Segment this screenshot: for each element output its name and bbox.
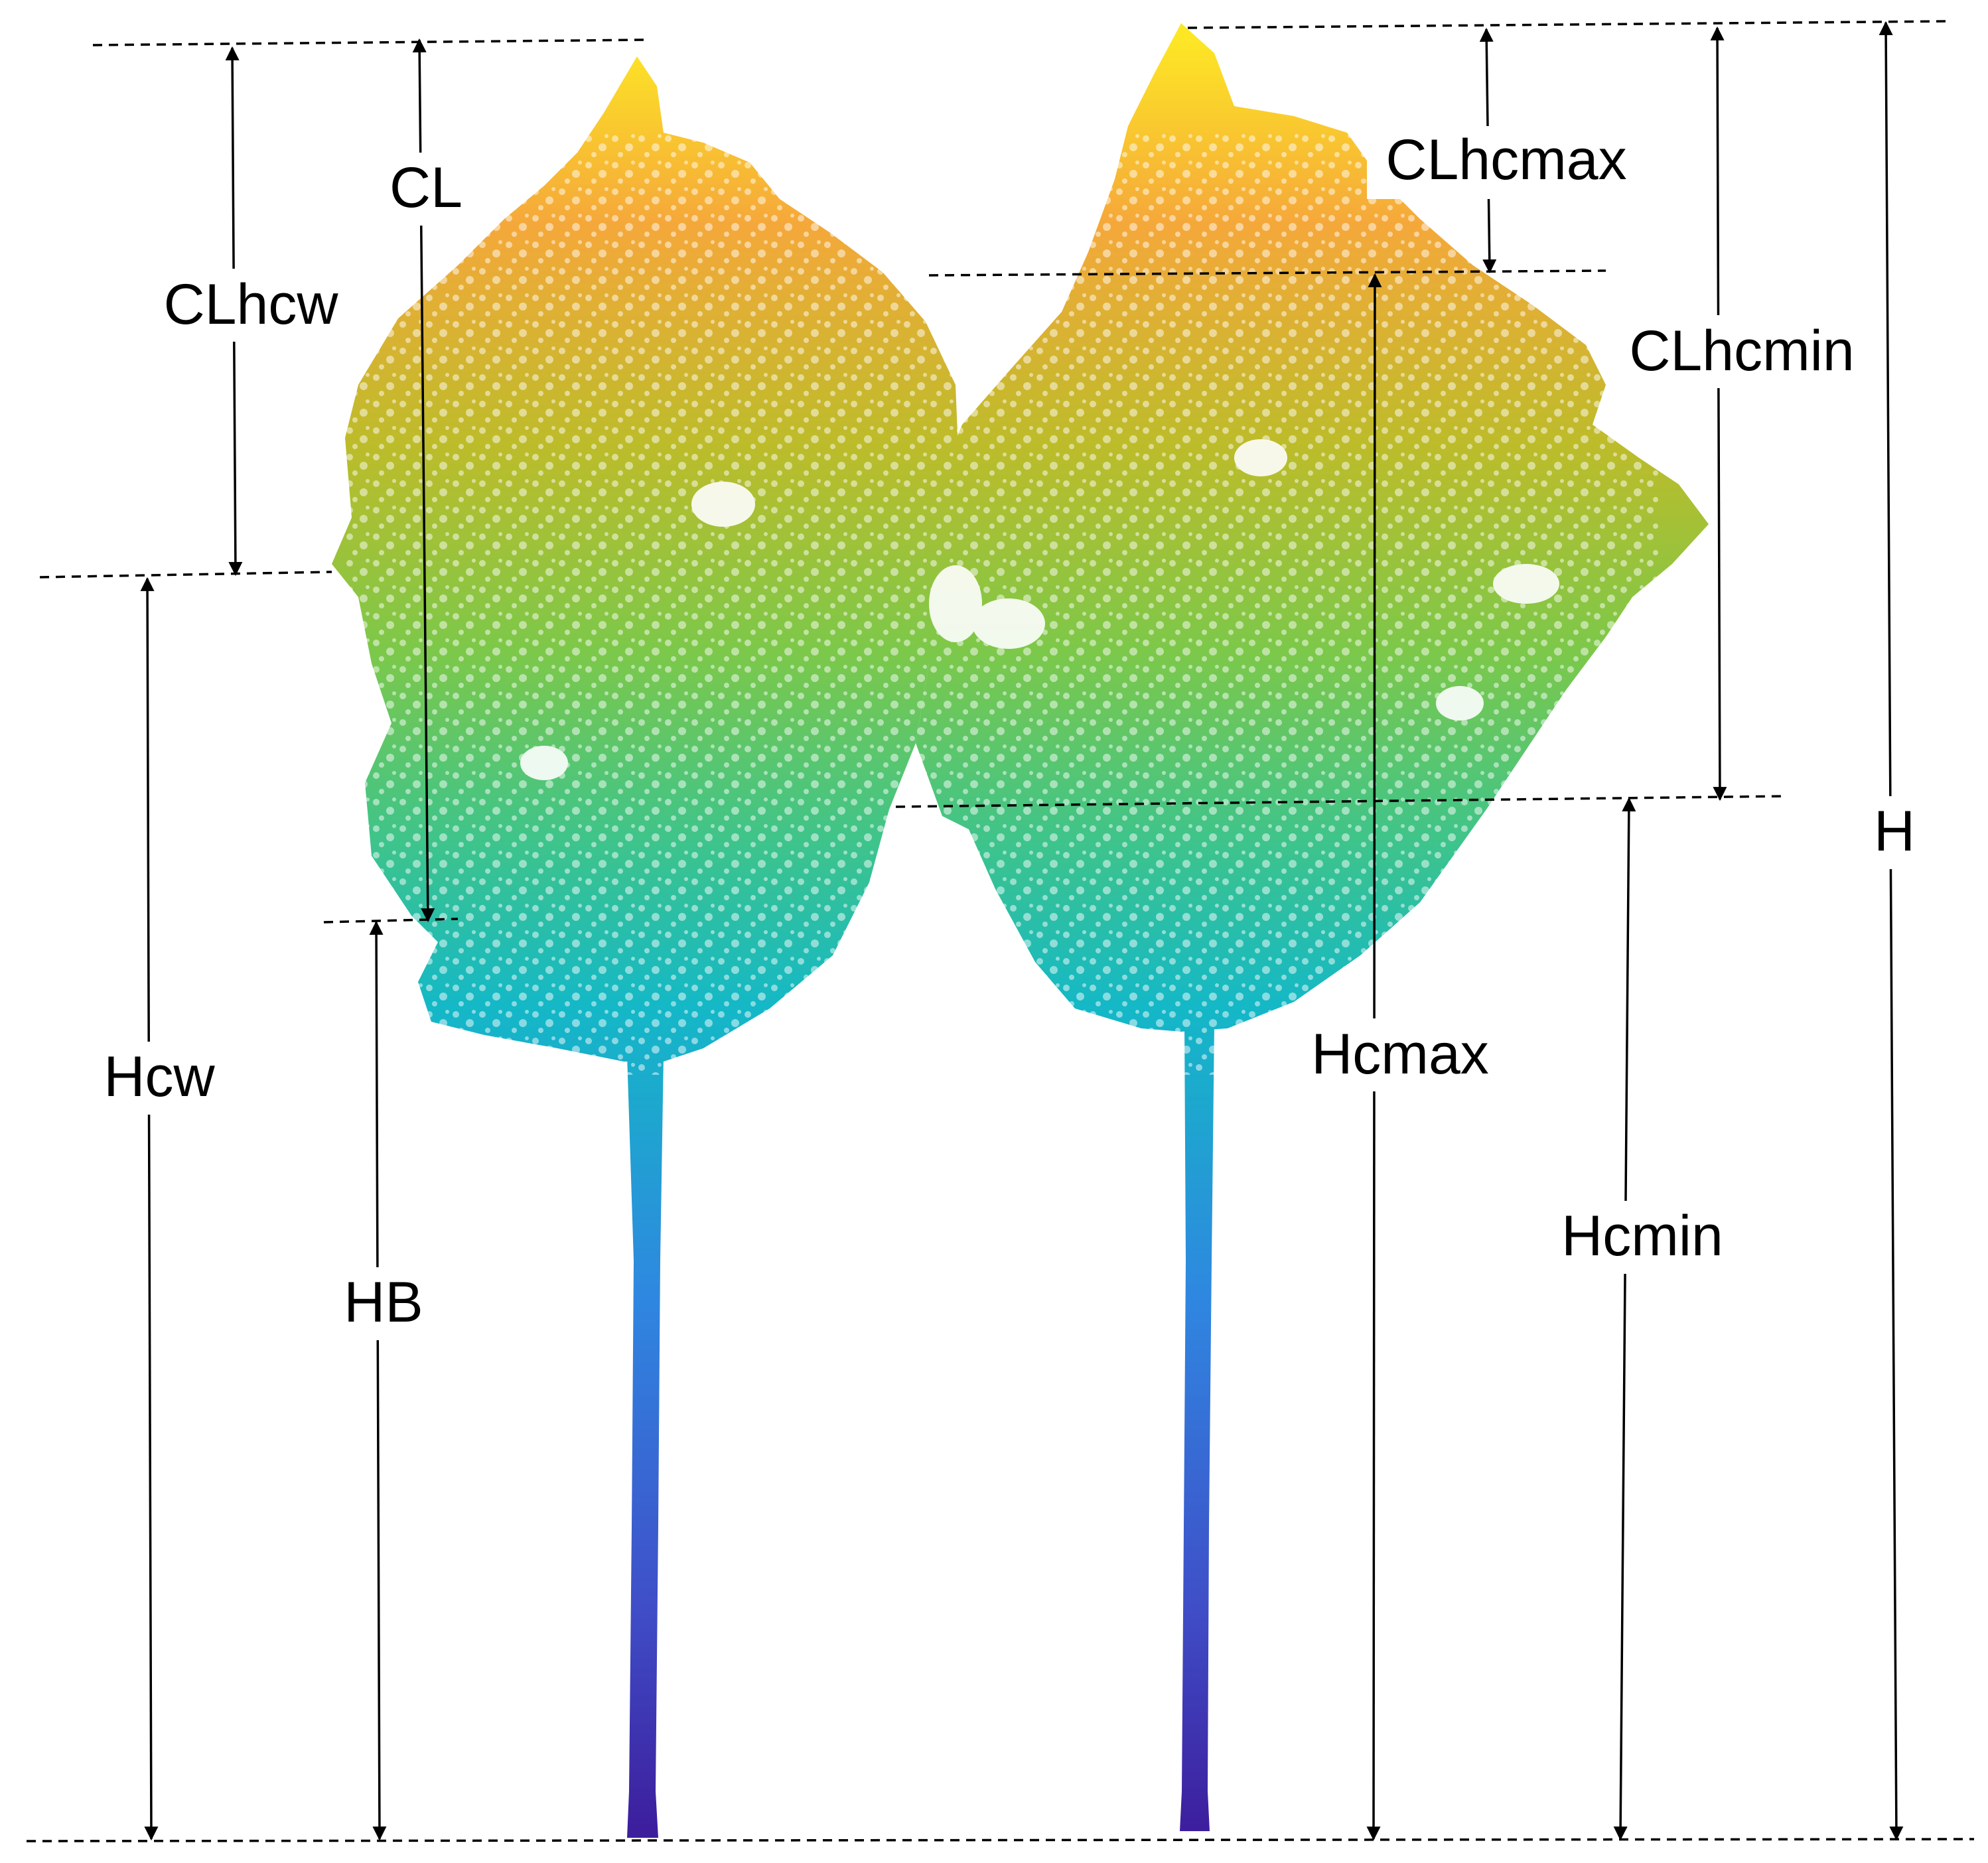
right-tree-trunk [1180,1025,1214,1831]
dashed-line-right-top [1187,20,1948,29]
label-clhcmin: CLhcmin [1629,319,1854,383]
reference-lines [26,20,1975,1842]
point-cloud-gaps [345,133,1659,1075]
label-cl: CL [390,156,462,220]
dashed-line-left-top [92,38,648,46]
arrow-hcw [140,577,159,1841]
label-clhcmax: CLhcmax [1385,128,1626,192]
dashed-line-ground [26,1838,1975,1842]
label-clhcw: CLhcw [164,273,339,336]
label-hb: HB [344,1271,423,1334]
left-tree-trunk [627,1055,664,1838]
dashed-line-hcmin [895,795,1786,808]
label-hcmin: Hcmin [1561,1204,1723,1268]
label-hcmax: Hcmax [1311,1022,1489,1086]
arrow-h [1879,21,1904,1841]
label-h: H [1874,799,1915,863]
dashed-line-hcw [39,571,332,579]
label-backgrounds [86,126,1928,1340]
arrow-hb [369,920,387,1841]
labels: CL CLhcw CLhcmax CLhcmin Hcw HB Hcmax Hc… [104,128,1915,1334]
label-hcw: Hcw [104,1045,215,1109]
dashed-line-hb [323,918,459,924]
arrow-clhcmin [1710,26,1727,801]
arrow-hcmin [1613,797,1636,1841]
